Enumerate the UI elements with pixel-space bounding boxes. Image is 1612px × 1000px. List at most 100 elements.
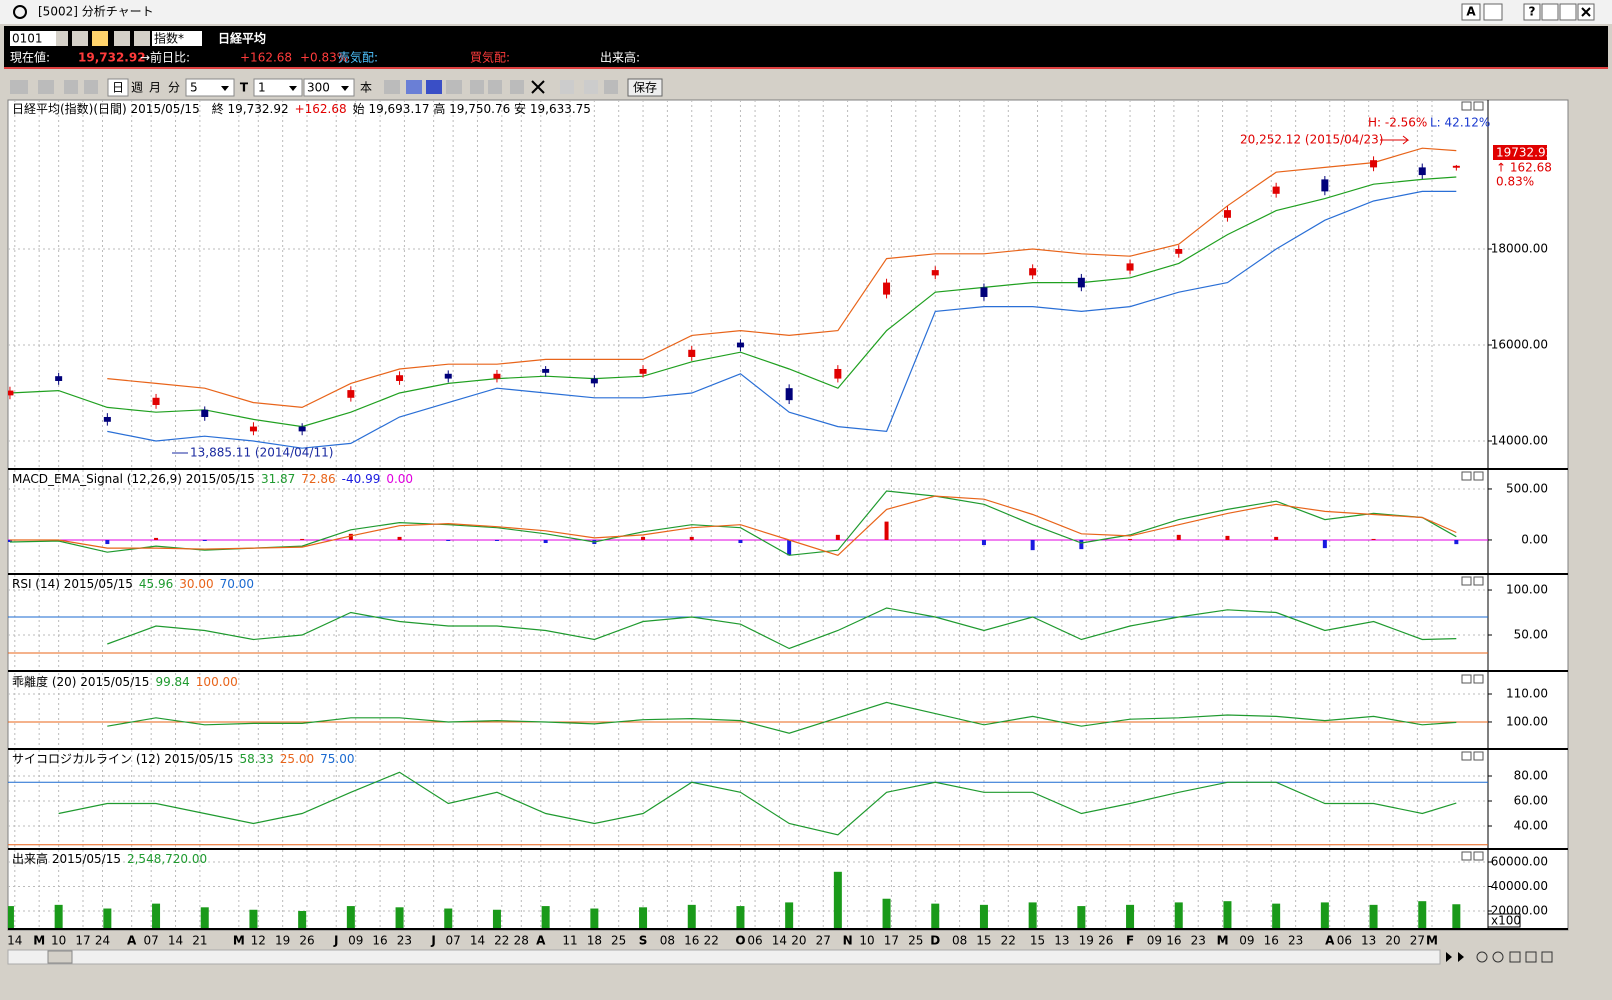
day-label[interactable]: 日 bbox=[112, 81, 124, 95]
save-button[interactable] bbox=[627, 78, 663, 97]
zoom-in[interactable] bbox=[1476, 951, 1488, 963]
candle-body bbox=[298, 426, 306, 432]
volume-unit: x100 bbox=[1491, 914, 1521, 928]
tool-icon[interactable] bbox=[584, 80, 598, 94]
layout-button[interactable] bbox=[1509, 951, 1521, 963]
code-input[interactable] bbox=[10, 31, 56, 46]
tool-icon[interactable] bbox=[560, 80, 574, 94]
panel-close[interactable] bbox=[1473, 851, 1484, 861]
title-bar bbox=[0, 0, 1612, 24]
panel-close[interactable] bbox=[1473, 674, 1484, 684]
panel-close[interactable] bbox=[1473, 576, 1484, 586]
scroll-arrows[interactable] bbox=[1446, 952, 1464, 962]
y-tick-label: 40000.00 bbox=[1491, 879, 1548, 893]
delete-icon[interactable] bbox=[531, 80, 545, 94]
bar bbox=[200, 907, 209, 928]
bar bbox=[590, 908, 599, 928]
x-tick-label: 08 bbox=[660, 934, 675, 948]
restore-button[interactable] bbox=[1559, 3, 1577, 21]
tool-icon[interactable] bbox=[604, 80, 618, 94]
panel-close[interactable] bbox=[1473, 471, 1484, 481]
x-tick-label: 08 bbox=[952, 934, 967, 948]
x-tick-label: 17 bbox=[75, 934, 90, 948]
scrollbar-thumb[interactable] bbox=[47, 950, 73, 964]
x-tick-label: 07 bbox=[445, 934, 460, 948]
icon-button[interactable] bbox=[92, 31, 108, 46]
week-label[interactable]: 週 bbox=[131, 81, 143, 95]
minute-label[interactable]: 分 bbox=[168, 81, 180, 95]
panel-minimize[interactable] bbox=[1461, 101, 1472, 111]
tool-icon[interactable] bbox=[84, 80, 98, 94]
tool-icon[interactable] bbox=[510, 80, 524, 94]
copy-button[interactable] bbox=[1483, 3, 1503, 21]
font-button[interactable] bbox=[1461, 3, 1481, 21]
header-part: 0.00 bbox=[386, 472, 413, 486]
t-select[interactable] bbox=[253, 78, 303, 97]
save-label[interactable]: 保存 bbox=[633, 81, 657, 95]
x-tick-label: 07 bbox=[144, 934, 159, 948]
panel: 0.00 500.00 MACD_EMA_Signal (12,26,9) 2015… bbox=[8, 470, 1568, 575]
month-label[interactable]: 月 bbox=[149, 81, 161, 95]
icon-button[interactable] bbox=[114, 31, 130, 46]
x-tick-label: A bbox=[1325, 934, 1335, 948]
day-button[interactable] bbox=[107, 78, 129, 97]
panel-close[interactable] bbox=[1473, 751, 1484, 761]
panel-minimize[interactable] bbox=[1461, 576, 1472, 586]
layout-button[interactable] bbox=[1525, 951, 1537, 963]
x-tick-label: 26 bbox=[1098, 934, 1113, 948]
panel-minimize[interactable] bbox=[1461, 674, 1472, 684]
tool-icon[interactable] bbox=[488, 80, 502, 94]
panel-close[interactable] bbox=[1473, 101, 1484, 111]
panel-minimize[interactable] bbox=[1461, 751, 1472, 761]
x-tick-label: A bbox=[536, 934, 546, 948]
tool-icon[interactable] bbox=[406, 80, 422, 94]
x-tick-label: 16 bbox=[1166, 934, 1181, 948]
x-tick-label: 14 bbox=[772, 934, 787, 948]
x-tick-label: 10 bbox=[51, 934, 66, 948]
dropdown-arrow bbox=[341, 86, 349, 91]
layout-button[interactable] bbox=[1541, 951, 1553, 963]
tool-icon[interactable] bbox=[426, 80, 442, 94]
bar bbox=[1176, 534, 1181, 540]
candle-body bbox=[493, 373, 501, 379]
chart-area bbox=[7, 99, 1569, 931]
panel: 100.00 110.00 乖離度 (20) 2015/05/15 99.84 100.… bbox=[8, 673, 1568, 750]
x-tick-label: 21 bbox=[192, 934, 207, 948]
candle-body bbox=[1223, 210, 1231, 218]
help-button[interactable] bbox=[1523, 3, 1541, 21]
icon-button[interactable] bbox=[72, 31, 88, 46]
zoom-out[interactable] bbox=[1492, 951, 1504, 963]
tool-icon[interactable] bbox=[64, 80, 78, 94]
series-line bbox=[107, 147, 1457, 409]
bar bbox=[494, 539, 499, 541]
candle-body bbox=[1126, 263, 1134, 271]
tool-icon[interactable] bbox=[470, 80, 484, 94]
index-select[interactable] bbox=[152, 31, 202, 46]
price-label: 現在値: bbox=[10, 50, 50, 65]
tool-icon[interactable] bbox=[446, 80, 462, 94]
y-tick-label: 100.00 bbox=[1506, 714, 1548, 728]
minute-value: 5 bbox=[190, 81, 198, 95]
tool-icon[interactable] bbox=[384, 80, 400, 94]
panel-minimize[interactable] bbox=[1461, 851, 1472, 861]
bar bbox=[689, 536, 694, 540]
minimize-button[interactable] bbox=[1541, 3, 1559, 21]
bar bbox=[543, 539, 548, 544]
t-icon[interactable]: T bbox=[240, 81, 249, 95]
minute-select[interactable] bbox=[185, 78, 235, 97]
bar-count-select[interactable] bbox=[303, 78, 355, 97]
code-dropdown[interactable] bbox=[56, 31, 68, 46]
panel-data bbox=[8, 750, 1488, 848]
tool-icon[interactable] bbox=[10, 80, 28, 94]
bar bbox=[1322, 539, 1327, 549]
y-tick-label: 110.00 bbox=[1506, 686, 1548, 700]
zoom-icon[interactable] bbox=[38, 80, 54, 94]
scrollbar-track[interactable] bbox=[7, 949, 1441, 965]
x-tick-label: 13 bbox=[1361, 934, 1376, 948]
bar bbox=[981, 539, 986, 546]
candle-body bbox=[55, 376, 63, 381]
bar bbox=[736, 906, 745, 928]
panel-header: 乖離度 (20) 2015/05/15 99.84 100.00 bbox=[12, 674, 238, 689]
icon-button[interactable] bbox=[134, 31, 150, 46]
panel-minimize[interactable] bbox=[1461, 471, 1472, 481]
